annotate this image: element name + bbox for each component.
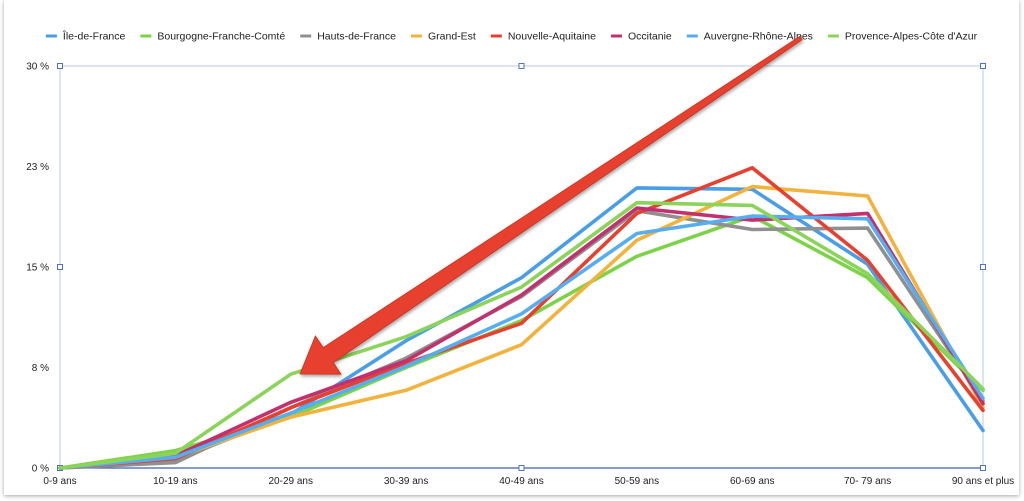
x-tick-label: 20-29 ans: [269, 476, 313, 487]
selection-handle[interactable]: [980, 264, 986, 270]
series-line-5[interactable]: [58, 206, 985, 470]
x-tick-label: 90 ans et plus: [952, 476, 1014, 487]
annotation-arrow: [299, 35, 803, 375]
selection-handle[interactable]: [57, 63, 63, 69]
series-line-6[interactable]: [58, 214, 985, 470]
x-tick-label: 70- 79 ans: [844, 476, 891, 487]
plot-area: [57, 63, 986, 471]
legend-label: Nouvelle-Aquitaine: [508, 31, 596, 43]
x-tick-label: 40-49 ans: [499, 476, 543, 487]
y-tick-label: 30 %: [26, 62, 49, 73]
line-chart: Île-de-France Bourgogne-Franche-Comté Haut…: [26, 30, 1014, 488]
legend-label: Grand-Est: [428, 31, 476, 43]
series-line-7[interactable]: [58, 200, 985, 470]
selection-handle[interactable]: [980, 465, 986, 471]
selection-handle[interactable]: [980, 63, 986, 69]
series-lines: [58, 166, 985, 470]
legend-label: Hauts-de-France: [317, 31, 396, 43]
y-tick-label: 15 %: [26, 263, 49, 274]
legend-label: Occitanie: [628, 31, 672, 43]
selection-handle[interactable]: [518, 63, 525, 69]
legend-label: Auvergne-Rhône-Alpes: [704, 31, 813, 43]
x-tick-label: 10-19 ans: [153, 476, 197, 487]
selection-handle[interactable]: [518, 465, 525, 471]
y-tick-label: 0 %: [32, 464, 49, 475]
red-arrow-icon: [299, 35, 803, 375]
chart-frame: Île-de-France Bourgogne-Franche-Comté Haut…: [4, 0, 1019, 495]
series-line-4[interactable]: [58, 166, 985, 470]
x-tick-label: 30-39 ans: [384, 476, 428, 487]
chart-legend: Île-de-France Bourgogne-Franche-Comté Haut…: [45, 30, 978, 43]
selection-handle[interactable]: [57, 264, 63, 270]
y-axis-ticks: 0 % 8 % 15 % 23 % 30 %: [26, 62, 49, 475]
x-tick-label: 0-9 ans: [43, 476, 76, 487]
x-tick-label: 60-69 ans: [730, 476, 774, 487]
legend-label: Île-de-France: [62, 30, 126, 43]
x-axis-ticks: 0-9 ans 10-19 ans 20-29 ans 30-39 ans 40-49 …: [43, 476, 1014, 487]
y-tick-label: 23 %: [26, 162, 49, 173]
x-tick-label: 50-59 ans: [615, 476, 659, 487]
y-tick-label: 8 %: [32, 363, 49, 374]
series-line-1[interactable]: [58, 214, 985, 470]
legend-label: Provence-Alpes-Côte d'Azur: [845, 31, 978, 43]
legend-label: Bourgogne-Franche-Comté: [157, 31, 285, 43]
